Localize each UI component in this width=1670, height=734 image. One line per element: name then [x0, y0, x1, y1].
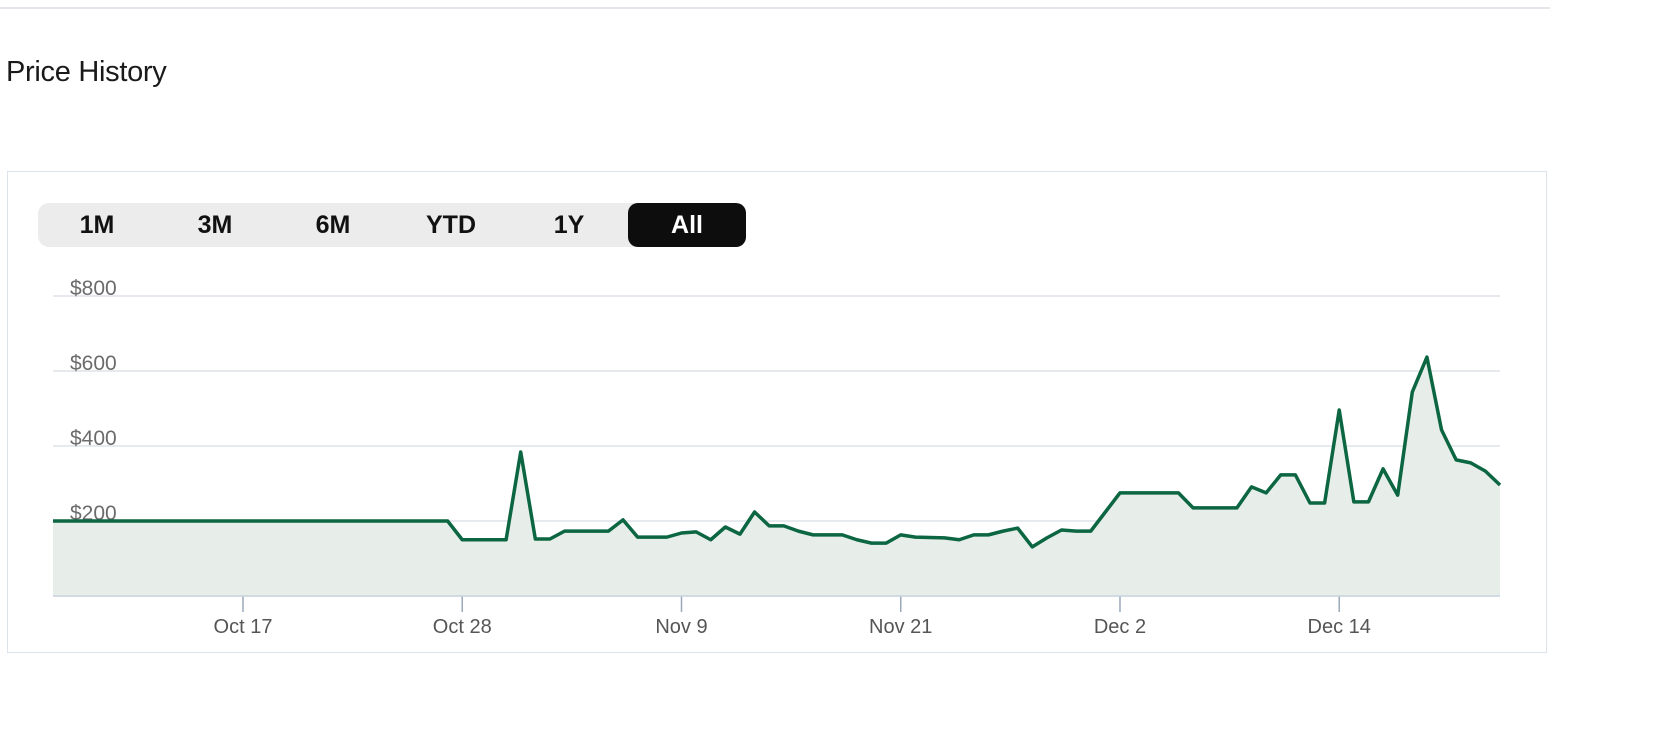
x-tick-label: Nov 9: [655, 616, 707, 638]
range-tab[interactable]: 1M: [79, 210, 115, 239]
range-tab[interactable]: 1Y: [553, 210, 585, 239]
y-tick-label: $800: [70, 277, 117, 300]
section-title: Price History: [6, 56, 167, 88]
price-area: [53, 357, 1500, 596]
x-tick-label: Dec 14: [1308, 616, 1371, 638]
range-tab[interactable]: 3M: [197, 210, 233, 239]
price-line: [53, 355, 1502, 549]
divider: [0, 7, 1550, 9]
range-tabs: 1M 3M 6M YTD 1Y All: [38, 203, 746, 247]
y-tick-label: $400: [70, 427, 117, 450]
x-tick-label: Oct 17: [214, 616, 273, 638]
range-tab[interactable]: All: [628, 203, 746, 247]
x-tick-label: Nov 21: [869, 616, 932, 638]
range-tab[interactable]: 6M: [315, 210, 351, 239]
chart-card: [7, 171, 1547, 653]
x-tick-label: Dec 2: [1094, 616, 1146, 638]
y-tick-label: $600: [70, 352, 117, 375]
range-tab[interactable]: YTD: [426, 210, 476, 239]
x-tick-label: Oct 28: [433, 616, 492, 638]
